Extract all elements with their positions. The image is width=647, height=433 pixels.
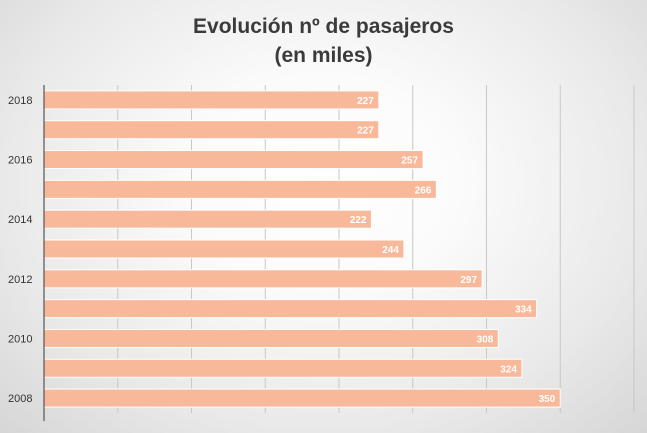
bar-data-label: 334 — [515, 305, 532, 316]
bar-data-label: 266 — [415, 185, 432, 196]
bar — [43, 388, 561, 408]
bar — [43, 120, 380, 140]
bar — [43, 299, 538, 319]
bar-data-label: 308 — [477, 334, 494, 345]
bar-data-label: 297 — [460, 275, 477, 286]
y-tick-label: 2016 — [8, 155, 32, 167]
bar — [43, 179, 437, 199]
bar — [43, 358, 523, 378]
bar-data-label: 227 — [357, 96, 374, 107]
chart-title: Evolución nº de pasajeros (en miles) — [0, 12, 647, 70]
bar-data-label: 222 — [350, 215, 367, 226]
bar-data-label: 227 — [357, 126, 374, 137]
y-tick-label: 2014 — [8, 214, 32, 226]
bar-data-label: 350 — [539, 394, 556, 405]
y-tick-label: 2008 — [8, 393, 32, 405]
bar — [43, 150, 424, 170]
bar — [43, 209, 372, 229]
bar — [43, 239, 405, 259]
bar-data-label: 244 — [382, 245, 399, 256]
chart-title-line-1: Evolución nº de pasajeros — [193, 15, 454, 38]
y-tick-label: 2010 — [8, 333, 32, 345]
bar-data-label: 257 — [401, 156, 418, 167]
bar — [43, 269, 483, 289]
chart-title-line-2: (en miles) — [274, 44, 373, 67]
y-tick-label: 2018 — [8, 95, 32, 107]
bar — [43, 328, 499, 348]
bar-data-label: 324 — [500, 364, 517, 375]
bar — [43, 90, 380, 110]
y-tick-label: 2012 — [8, 274, 32, 286]
